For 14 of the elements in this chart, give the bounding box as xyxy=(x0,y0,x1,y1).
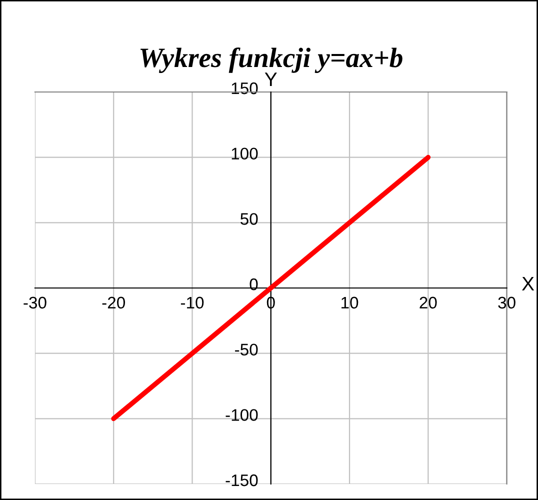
x-tick-label: 30 xyxy=(498,296,516,309)
y-tick-label: -100 xyxy=(226,409,258,421)
x-axis-title: X xyxy=(522,276,534,290)
y-tick-label: -150 xyxy=(226,474,258,486)
y-tick-label: 100 xyxy=(232,148,258,160)
y-tick-label: -50 xyxy=(235,344,258,356)
x-tick-label: -10 xyxy=(180,296,204,309)
x-tick-label: 20 xyxy=(420,296,437,309)
y-tick-label: 50 xyxy=(240,213,258,225)
x-tick-label: -20 xyxy=(102,296,125,309)
y-axis-title: Y xyxy=(264,72,277,86)
chart-title: Wykres funkcji y=ax+b xyxy=(140,47,402,73)
x-tick-label: 10 xyxy=(342,296,358,309)
x-tick-label: -30 xyxy=(24,296,46,309)
